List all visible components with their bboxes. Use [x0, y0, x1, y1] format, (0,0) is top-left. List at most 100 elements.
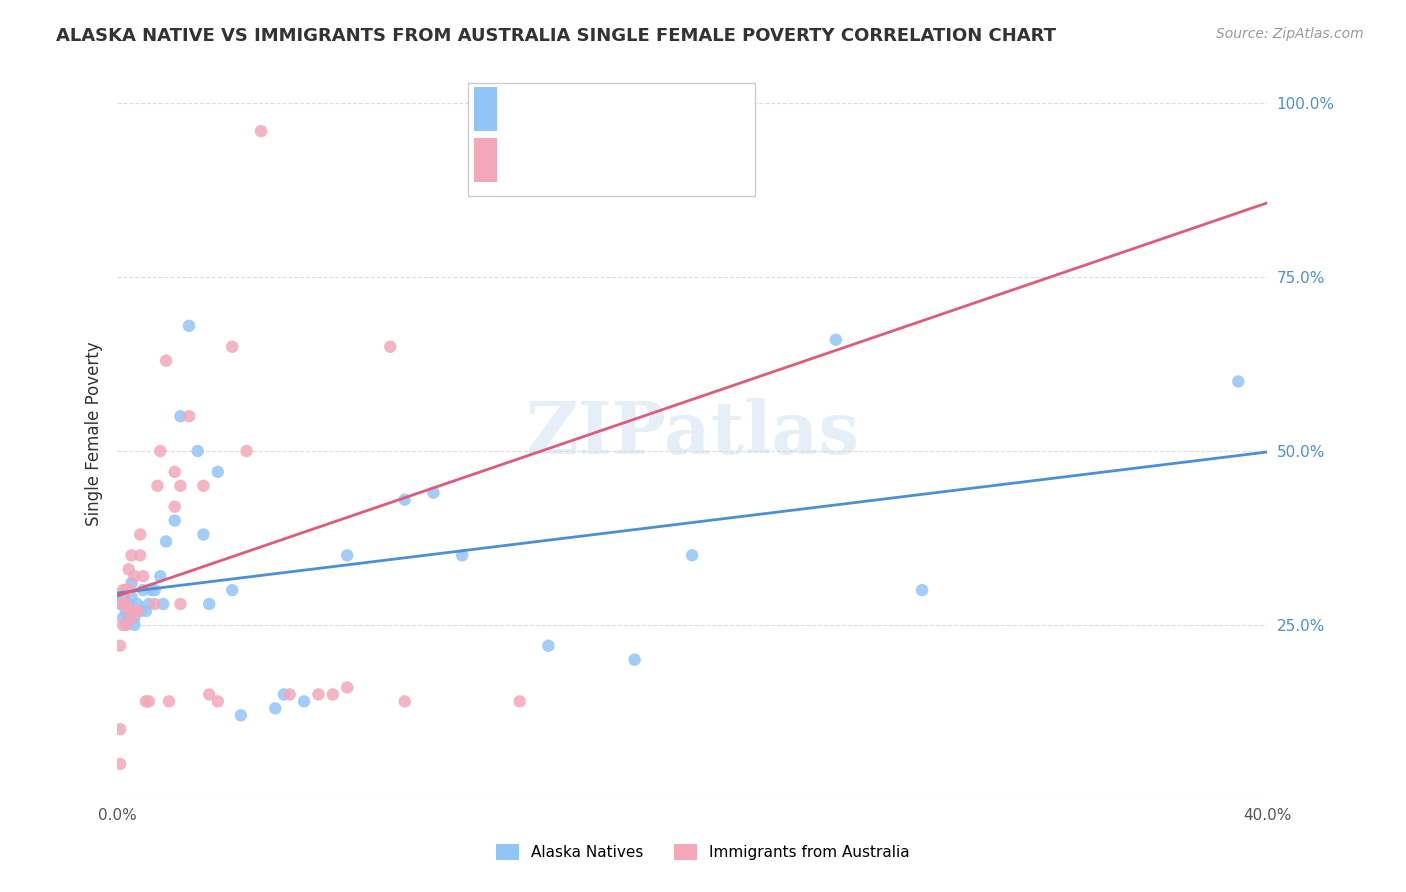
Point — [121, 611, 143, 625]
Point — [451, 549, 474, 563]
Point — [380, 340, 402, 354]
Point — [114, 597, 136, 611]
Point — [177, 318, 200, 333]
Point — [422, 485, 444, 500]
Point — [177, 409, 200, 424]
Point — [129, 527, 152, 541]
Point — [108, 723, 131, 737]
Point — [207, 694, 229, 708]
Point — [149, 569, 172, 583]
Point — [292, 694, 315, 708]
Point — [157, 694, 180, 708]
Point — [169, 597, 191, 611]
Point — [394, 694, 416, 708]
Point — [127, 597, 149, 611]
Point — [132, 583, 155, 598]
Point — [114, 618, 136, 632]
Point — [118, 562, 141, 576]
Bar — [474, 138, 495, 182]
Point — [118, 604, 141, 618]
Point — [169, 479, 191, 493]
Point — [207, 465, 229, 479]
Point — [169, 409, 191, 424]
Point — [121, 590, 143, 604]
Point — [273, 688, 295, 702]
Point — [509, 694, 531, 708]
Point — [111, 611, 134, 625]
Point — [336, 681, 359, 695]
Bar — [474, 87, 495, 130]
Point — [118, 597, 141, 611]
Point — [141, 583, 163, 598]
Bar — [468, 83, 755, 196]
Point — [118, 611, 141, 625]
Point — [229, 708, 252, 723]
Point — [264, 701, 287, 715]
Point — [114, 583, 136, 598]
Text: R = 0.259: R = 0.259 — [502, 98, 593, 116]
Point — [155, 353, 177, 368]
Point — [127, 604, 149, 618]
Point — [235, 444, 257, 458]
Point — [132, 569, 155, 583]
Text: ALASKA NATIVE VS IMMIGRANTS FROM AUSTRALIA SINGLE FEMALE POVERTY CORRELATION CHA: ALASKA NATIVE VS IMMIGRANTS FROM AUSTRAL… — [56, 27, 1056, 45]
Point — [221, 583, 243, 598]
Point — [138, 597, 160, 611]
Point — [394, 492, 416, 507]
Point — [129, 604, 152, 618]
Point — [198, 597, 221, 611]
Point — [118, 583, 141, 598]
Point — [129, 549, 152, 563]
Y-axis label: Single Female Poverty: Single Female Poverty — [86, 342, 103, 526]
Point — [163, 514, 186, 528]
Text: N = 46: N = 46 — [634, 149, 697, 167]
Point — [623, 653, 645, 667]
Point — [221, 340, 243, 354]
Point — [111, 583, 134, 598]
Point — [108, 756, 131, 771]
Point — [278, 688, 301, 702]
Point — [111, 590, 134, 604]
Legend: Alaska Natives, Immigrants from Australia: Alaska Natives, Immigrants from Australi… — [489, 838, 917, 866]
Text: R = 0.627: R = 0.627 — [502, 149, 593, 167]
Point — [322, 688, 344, 702]
Point — [143, 583, 166, 598]
Bar — [477, 138, 496, 182]
Point — [111, 597, 134, 611]
Point — [146, 479, 169, 493]
Point — [121, 576, 143, 591]
Point — [1227, 375, 1250, 389]
Bar — [477, 87, 496, 130]
Point — [108, 597, 131, 611]
Point — [163, 465, 186, 479]
Point — [336, 549, 359, 563]
Point — [111, 618, 134, 632]
Point — [143, 597, 166, 611]
Point — [537, 639, 560, 653]
Text: Source: ZipAtlas.com: Source: ZipAtlas.com — [1216, 27, 1364, 41]
Point — [149, 444, 172, 458]
Point — [193, 479, 215, 493]
Point — [307, 688, 329, 702]
Point — [163, 500, 186, 514]
Point — [824, 333, 846, 347]
Point — [565, 124, 588, 138]
Point — [124, 604, 146, 618]
Point — [121, 549, 143, 563]
Point — [681, 549, 703, 563]
Point — [138, 694, 160, 708]
Point — [152, 597, 174, 611]
Point — [114, 618, 136, 632]
Text: ZIPatlas: ZIPatlas — [524, 398, 859, 469]
Point — [124, 618, 146, 632]
Point — [250, 124, 273, 138]
Point — [187, 444, 209, 458]
Point — [193, 527, 215, 541]
Point — [114, 604, 136, 618]
Point — [911, 583, 934, 598]
Point — [124, 569, 146, 583]
Point — [124, 611, 146, 625]
Point — [135, 604, 157, 618]
Point — [108, 639, 131, 653]
Text: N = 43: N = 43 — [634, 98, 697, 116]
